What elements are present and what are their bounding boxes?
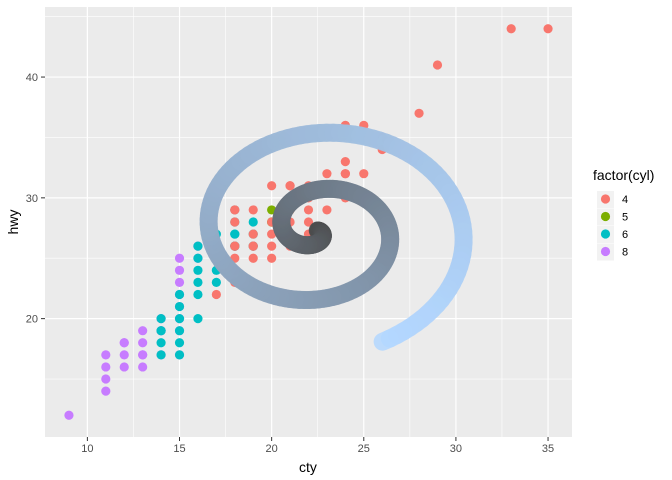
- point-cyl-6: [174, 350, 185, 360]
- point-cyl-6: [156, 350, 166, 360]
- point-cyl-8: [138, 362, 148, 372]
- point-cyl-4: [432, 60, 443, 70]
- point-cyl-6: [156, 314, 166, 324]
- point-cyl-6: [174, 326, 185, 336]
- y-tick-label: 40: [26, 72, 38, 84]
- point-cyl-4: [248, 241, 258, 251]
- y-axis-title: hwy: [5, 210, 21, 235]
- point-cyl-6: [211, 277, 221, 287]
- legend-label-8: 8: [622, 247, 628, 259]
- point-cyl-6: [156, 326, 166, 336]
- point-cyl-4: [267, 229, 277, 239]
- point-cyl-4: [267, 241, 277, 251]
- point-cyl-8: [174, 253, 185, 263]
- y-tick-label: 20: [26, 314, 38, 326]
- legend-key-8: [600, 246, 611, 257]
- point-cyl-8: [174, 277, 185, 287]
- point-cyl-4: [303, 217, 314, 227]
- point-cyl-6: [156, 338, 166, 348]
- point-cyl-8: [119, 350, 129, 360]
- legend-label-5: 5: [622, 212, 628, 224]
- point-cyl-8: [101, 362, 111, 372]
- y-tick-label: 30: [26, 193, 38, 205]
- point-cyl-6: [174, 301, 185, 312]
- point-cyl-4: [267, 253, 277, 263]
- point-cyl-4: [543, 24, 553, 34]
- point-cyl-6: [193, 289, 203, 300]
- y-axis-ticks: 20 30 40: [26, 72, 45, 326]
- x-tick-label: 25: [358, 443, 370, 455]
- point-cyl-8: [101, 350, 111, 360]
- point-cyl-4: [248, 253, 258, 263]
- point-cyl-4: [303, 205, 314, 215]
- data-points: [64, 24, 553, 420]
- x-tick-label: 10: [81, 443, 93, 455]
- point-cyl-6: [193, 314, 203, 324]
- x-axis-ticks: 10 15 20 25 30 35: [81, 437, 554, 455]
- point-cyl-4: [230, 205, 240, 215]
- x-tick-label: 20: [266, 443, 278, 455]
- legend-label-6: 6: [622, 229, 628, 241]
- spiral-segment: [373, 329, 399, 351]
- point-cyl-6: [174, 314, 185, 324]
- point-cyl-4: [248, 205, 258, 215]
- point-cyl-8: [119, 362, 129, 372]
- x-tick-label: 30: [450, 443, 462, 455]
- point-cyl-8: [138, 338, 148, 348]
- point-cyl-4: [248, 229, 258, 239]
- point-cyl-4: [340, 157, 350, 167]
- point-cyl-4: [322, 205, 332, 215]
- point-cyl-4: [506, 24, 516, 34]
- point-cyl-8: [138, 326, 148, 336]
- point-cyl-8: [119, 338, 129, 348]
- point-cyl-4: [211, 289, 221, 300]
- point-cyl-6: [248, 217, 258, 227]
- legend-key-5: [600, 211, 611, 222]
- point-cyl-4: [359, 169, 369, 179]
- point-cyl-4: [340, 169, 350, 179]
- point-cyl-6: [230, 229, 240, 239]
- point-cyl-6: [193, 265, 203, 275]
- point-cyl-6: [174, 338, 185, 348]
- point-cyl-8: [138, 350, 148, 360]
- point-cyl-4: [230, 241, 240, 251]
- point-cyl-8: [101, 386, 111, 396]
- point-cyl-8: [101, 374, 111, 384]
- point-cyl-4: [322, 169, 332, 179]
- point-cyl-8: [174, 265, 185, 275]
- legend: factor(cyl) 4 5 6 8: [593, 167, 654, 261]
- spiral-annotation: [199, 123, 473, 351]
- point-cyl-4: [285, 181, 295, 191]
- point-cyl-6: [193, 277, 203, 287]
- legend-title: factor(cyl): [593, 167, 654, 183]
- point-cyl-6: [174, 289, 185, 300]
- point-cyl-4: [230, 217, 240, 227]
- x-tick-label: 15: [173, 443, 185, 455]
- point-cyl-8: [64, 410, 74, 420]
- point-cyl-6: [193, 253, 203, 263]
- point-cyl-6: [193, 241, 203, 251]
- legend-key-4: [600, 194, 611, 204]
- legend-key-6: [600, 229, 611, 239]
- x-tick-label: 35: [542, 443, 554, 455]
- point-cyl-4: [267, 181, 277, 191]
- x-axis-title: cty: [299, 459, 317, 475]
- point-cyl-4: [414, 108, 424, 118]
- legend-label-4: 4: [622, 194, 628, 206]
